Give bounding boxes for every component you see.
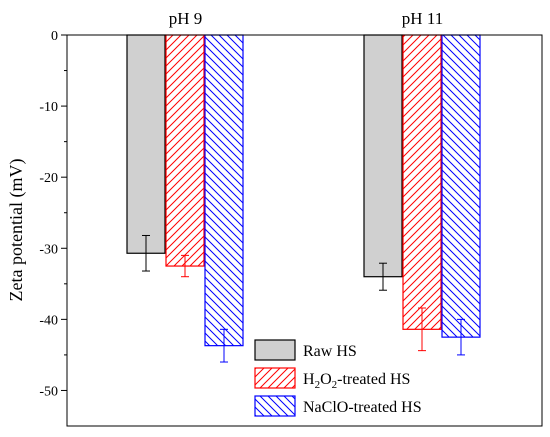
bar bbox=[126, 34, 166, 254]
bar bbox=[363, 34, 403, 278]
legend-label: H2O2-treated HS bbox=[303, 371, 410, 391]
bar bbox=[165, 34, 205, 267]
y-tick-label: -20 bbox=[39, 171, 58, 186]
bar bbox=[441, 34, 481, 338]
category-label: pH 11 bbox=[402, 9, 443, 28]
plot-frame bbox=[66, 34, 543, 427]
legend-swatch bbox=[254, 395, 296, 417]
legend-swatch bbox=[254, 367, 296, 389]
axes-layer bbox=[66, 34, 543, 427]
bars-layer: pH 9 pH 11 bbox=[126, 9, 481, 363]
legend-label: Raw HS bbox=[303, 343, 357, 360]
legend-swatch bbox=[254, 339, 296, 361]
category-label: pH 9 bbox=[169, 9, 203, 28]
bar bbox=[402, 34, 442, 330]
y-tick-label: -40 bbox=[39, 313, 58, 328]
bar bbox=[204, 34, 244, 347]
y-tick-label: -10 bbox=[39, 100, 58, 115]
y-tick-label: -50 bbox=[39, 384, 58, 399]
legend-label: NaClO-treated HS bbox=[303, 399, 422, 416]
legend: Raw HS H2O2-treated HS NaClO-treated HS bbox=[254, 339, 422, 417]
ticks-layer: 0 -10 -20 -30 -40 -50 bbox=[39, 29, 67, 399]
y-tick-label: -30 bbox=[39, 242, 58, 257]
y-axis-label: Zeta potential (mV) bbox=[6, 159, 27, 302]
y-tick-label: 0 bbox=[51, 29, 58, 44]
